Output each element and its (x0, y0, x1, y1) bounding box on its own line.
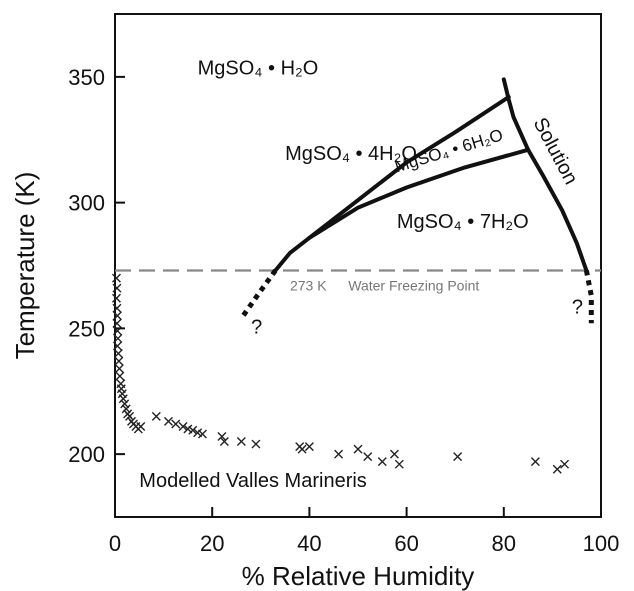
x-tick-label: 40 (297, 531, 321, 556)
data-point-x-marker (560, 459, 570, 469)
data-point-x-marker (188, 425, 198, 435)
data-point-x-marker (136, 421, 146, 431)
x-tick-label: 0 (109, 531, 121, 556)
phase-boundary-line (501, 77, 531, 152)
data-point-x-marker (125, 411, 135, 421)
data-point-x-marker (121, 404, 131, 414)
data-point-x-marker (171, 419, 181, 429)
y-tick-label: 350 (68, 65, 105, 90)
unknown-marker: ? (251, 316, 262, 338)
extrapolated-boundary-line (583, 270, 594, 324)
data-point-x-marker (115, 371, 125, 381)
freezing-point-value-label: 273 K (290, 278, 327, 294)
x-tick-label: 100 (583, 531, 620, 556)
data-point-x-marker (530, 457, 540, 467)
data-point-x-marker (236, 437, 246, 447)
data-point-x-marker (112, 283, 122, 293)
region-label-monohydrate: MgSO₄ • H₂O (198, 57, 319, 79)
plot-frame (114, 13, 602, 518)
x-tick-label: 80 (492, 531, 516, 556)
data-point-x-marker (120, 399, 130, 409)
data-point-x-marker (118, 394, 128, 404)
data-point-x-marker (113, 349, 123, 359)
data-point-x-marker (112, 303, 122, 313)
data-point-x-marker (377, 457, 387, 467)
data-point-x-marker (111, 293, 121, 303)
data-point-x-marker (114, 364, 124, 374)
x-tick-label: 20 (200, 531, 224, 556)
region-label-heptahydrate: MgSO₄ • 7H₂O (397, 211, 529, 233)
data-point-x-marker (113, 333, 123, 343)
region-label-valles: Modelled Valles Marineris (139, 470, 366, 492)
data-point-x-marker (453, 452, 463, 462)
data-point-x-marker (334, 449, 344, 459)
y-tick-label: 250 (68, 316, 105, 341)
y-tick-label: 200 (68, 442, 105, 467)
axis-ticks-layer: 0 20 40 60 80 100 200 250 300 350 (68, 65, 619, 556)
phase-boundary-line (273, 95, 511, 273)
phase-boundary-line (526, 147, 589, 273)
data-point-x-marker (114, 356, 124, 366)
data-point-x-marker (304, 442, 314, 452)
data-point-x-marker (111, 273, 121, 283)
data-point-x-marker (394, 459, 404, 469)
phase-boundary-layer (239, 77, 594, 324)
freezing-point-text-label: Water Freezing Point (348, 278, 479, 294)
extrapolated-boundary-line (239, 269, 278, 320)
x-tick-label: 60 (394, 531, 418, 556)
data-point-x-marker (251, 439, 261, 449)
x-axis-title: % Relative Humidity (242, 561, 475, 591)
y-tick-label: 300 (68, 191, 105, 216)
data-points-layer (111, 273, 570, 474)
data-point-x-marker (112, 341, 122, 351)
data-point-x-marker (363, 452, 373, 462)
data-point-x-marker (163, 416, 173, 426)
data-point-x-marker (552, 464, 562, 474)
reference-line-layer: 273 K Water Freezing Point (115, 269, 601, 294)
region-label-tetrahydrate: MgSO₄ • 4H₂O (285, 143, 417, 165)
data-point-x-marker (389, 449, 399, 459)
data-point-x-marker (217, 432, 227, 442)
data-point-x-marker (297, 444, 307, 454)
data-point-x-marker (353, 444, 363, 454)
data-point-x-marker (112, 318, 122, 328)
data-point-x-marker (178, 421, 188, 431)
data-point-x-marker (151, 411, 161, 421)
region-label-solution: Solution (529, 114, 582, 188)
unknown-marker: ? (572, 296, 583, 318)
data-point-x-marker (219, 437, 229, 447)
phase-boundary-line (307, 147, 531, 240)
data-point-x-marker (112, 311, 122, 321)
y-axis-title: Temperature (K) (10, 172, 40, 360)
data-point-x-marker (197, 429, 207, 439)
